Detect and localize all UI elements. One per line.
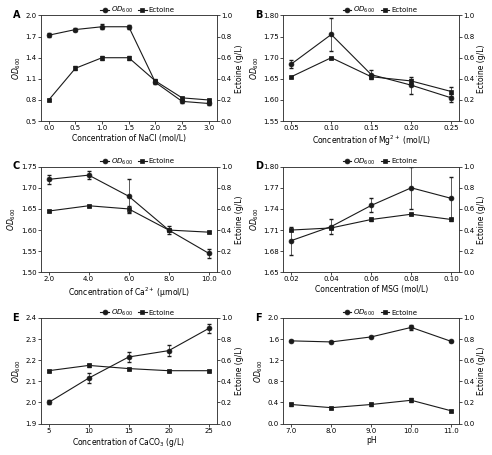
Text: C: C: [13, 162, 20, 172]
Legend: $OD_{600}$, Ectoine: $OD_{600}$, Ectoine: [343, 5, 417, 15]
Text: E: E: [13, 313, 19, 323]
Legend: $OD_{600}$, Ectoine: $OD_{600}$, Ectoine: [343, 308, 417, 318]
Y-axis label: $OD_{600}$: $OD_{600}$: [10, 56, 23, 80]
Y-axis label: $OD_{600}$: $OD_{600}$: [248, 56, 261, 80]
X-axis label: Concentration of CaCO$_3$ (g/L): Concentration of CaCO$_3$ (g/L): [72, 436, 185, 450]
Legend: $OD_{600}$, Ectoine: $OD_{600}$, Ectoine: [343, 157, 417, 167]
Y-axis label: Ectoine (g/L): Ectoine (g/L): [477, 195, 487, 244]
Y-axis label: $OD_{600}$: $OD_{600}$: [252, 359, 265, 383]
X-axis label: Concentration of Ca$^{2+}$ (μmol/L): Concentration of Ca$^{2+}$ (μmol/L): [68, 285, 190, 300]
Y-axis label: Ectoine (g/L): Ectoine (g/L): [477, 44, 487, 92]
Text: B: B: [255, 10, 263, 20]
Y-axis label: $OD_{600}$: $OD_{600}$: [5, 207, 18, 232]
Legend: $OD_{600}$, Ectoine: $OD_{600}$, Ectoine: [100, 308, 175, 318]
Y-axis label: $OD_{600}$: $OD_{600}$: [248, 207, 261, 232]
Y-axis label: $OD_{600}$: $OD_{600}$: [10, 359, 23, 383]
Legend: $OD_{600}$, Ectoine: $OD_{600}$, Ectoine: [100, 157, 175, 167]
X-axis label: Concentration of Mg$^{2+}$ (mol/L): Concentration of Mg$^{2+}$ (mol/L): [312, 134, 430, 148]
Text: D: D: [255, 162, 263, 172]
Y-axis label: Ectoine (g/L): Ectoine (g/L): [477, 346, 487, 395]
Legend: $OD_{600}$, Ectoine: $OD_{600}$, Ectoine: [100, 5, 175, 15]
X-axis label: pH: pH: [366, 436, 376, 445]
Y-axis label: Ectoine (g/L): Ectoine (g/L): [235, 346, 244, 395]
Text: A: A: [13, 10, 20, 20]
Y-axis label: Ectoine (g/L): Ectoine (g/L): [235, 195, 244, 244]
Y-axis label: Ectoine (g/L): Ectoine (g/L): [235, 44, 244, 92]
X-axis label: Concentration of MSG (mol/L): Concentration of MSG (mol/L): [315, 285, 428, 294]
X-axis label: Concentration of NaCl (mol/L): Concentration of NaCl (mol/L): [72, 134, 186, 143]
Text: F: F: [255, 313, 262, 323]
